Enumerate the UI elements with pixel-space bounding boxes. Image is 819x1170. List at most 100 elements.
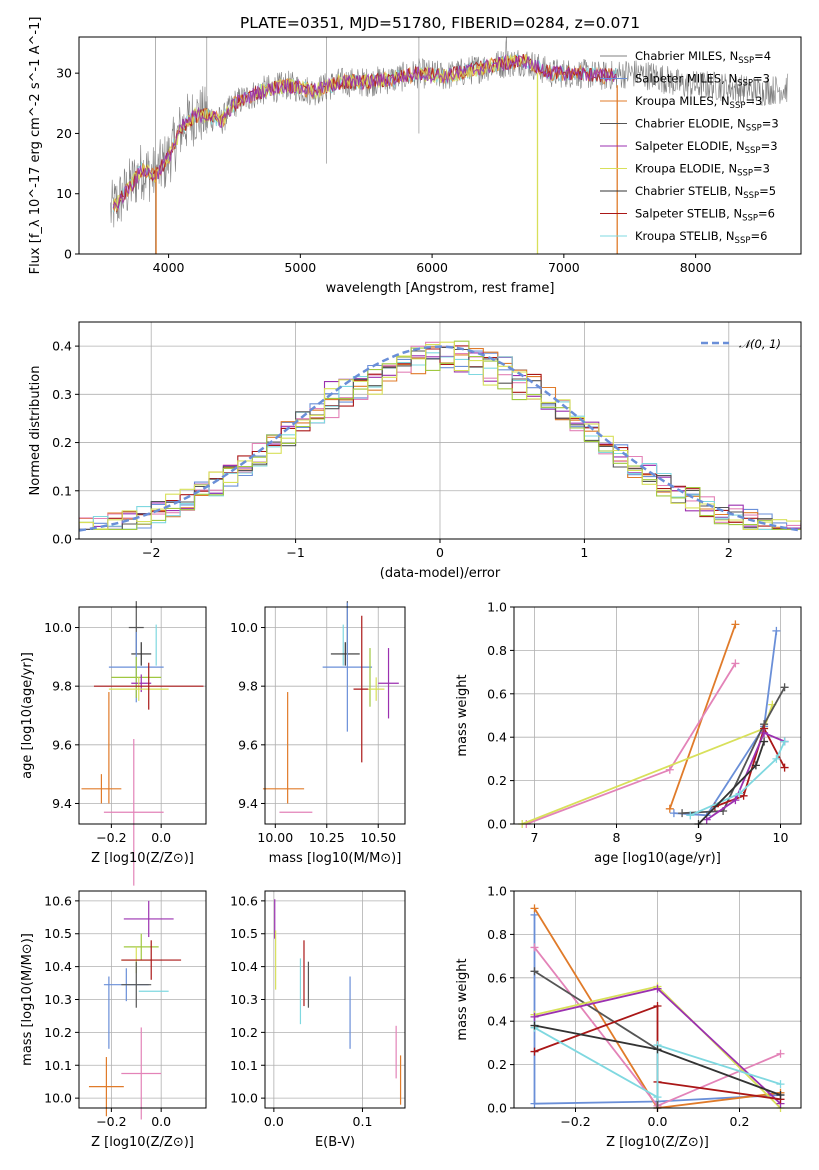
legend-entry: Salpeter ELODIE, NSSP=3 [635,139,778,156]
weight-marker [780,763,789,772]
age-mass-weight-panel: 7 8 9 10 0.0 0.2 0.4 0.6 0.8 1.0 age [log10(age/yr… [455,600,802,866]
y-tick-label: 0.3 [52,387,72,402]
weight-marker [780,737,789,746]
legend-label: Salpeter STELIB, N [635,207,742,221]
figure-title: PLATE=0351, MJD=51780, FIBERID=0284, z=0… [240,14,640,32]
weight-marker [731,620,740,629]
normal-distribution-curve [78,345,802,532]
legend-subscript: SSP [737,79,753,89]
axes-frame [78,606,207,825]
legend-suffix: =3 [753,162,770,176]
weight-line [689,741,786,817]
legend-suffix: =3 [761,139,778,153]
x-tick-label: 0.0 [648,1114,668,1129]
weight-marker [772,754,781,763]
x-tick-label: −0.2 [96,1114,126,1129]
y-tick-label: 0.8 [487,643,507,658]
y-tick-label: 10.0 [44,620,72,635]
weight-marker [530,967,539,976]
y-tick-label: 10.5 [230,926,258,941]
weight-marker [665,765,674,774]
x-tick-label: 10 [773,830,789,845]
x-tick-label: 6000 [416,260,448,275]
weight-marker [776,1080,785,1089]
y-tick-label: 0.4 [487,730,507,745]
weight-marker [731,796,740,805]
y-axis-label: Flux [f_λ 10^-17 erg cm^-2 s^-1 A^-1] [28,17,43,275]
legend-suffix: =4 [754,49,771,63]
x-tick-label: 0.0 [264,1114,284,1129]
legend-entry: Kroupa ELODIE, NSSP=3 [635,162,770,179]
y-tick-label: 9.4 [238,796,258,811]
weight-line [682,686,786,814]
legend-subscript: SSP [730,101,746,111]
weight-line [673,630,778,817]
y-tick-label: 0.2 [487,1057,507,1072]
legend-suffix: =3 [762,117,779,131]
legend-subscript: SSP [745,146,761,156]
y-tick-label: 0 [64,247,72,262]
weight-marker [669,809,678,818]
residual-histogram-step [79,340,801,530]
y-tick-label: 10.0 [44,1091,72,1106]
weight-marker [731,659,740,668]
y-tick-label: 10.5 [44,926,72,941]
weight-marker [760,728,769,737]
legend-subscript: SSP [735,236,751,246]
y-tick-label: 9.8 [238,679,258,694]
legend-subscript: SSP [737,169,753,179]
legend-subscript: SSP [742,214,758,224]
y-tick-label: 0.0 [487,1101,507,1116]
y-tick-label: 0.4 [487,1014,507,1029]
weight-line [534,1026,781,1099]
y-axis-label: mass weight [455,958,470,1040]
y-tick-label: 10.6 [230,893,258,908]
extinction-mass-panel: 0.0 0.1 10.0 10.1 10.2 10.3 10.4 10.5 10.6 E(B-V) [230,890,406,1150]
weight-marker [780,683,789,692]
residual-histogram-panel: 𝒩(0, 1) −2 −1 0 1 2 0.0 0.1 0.2 0.3 0.4 (data-model… [28,321,802,581]
x-tick-label: 7 [531,830,539,845]
model-spectrum-line [112,54,617,211]
weight-marker [530,1047,539,1056]
axes-frame [264,606,406,825]
y-tick-label: 10 [56,186,72,201]
legend-label: Chabrier STELIB, N [635,184,743,198]
y-tick-label: 9.8 [52,679,72,694]
x-axis-label: wavelength [Angstrom, rest frame] [326,281,555,296]
y-axis-label: Normed distribution [28,366,43,496]
legend-entry: Salpeter MILES, NSSP=3 [635,72,770,89]
x-tick-label: 4000 [153,260,185,275]
x-tick-label: −2 [142,545,160,560]
x-axis-label: mass [log10(M/M⊙)] [269,851,402,866]
weight-marker [678,809,687,818]
y-tick-label: 10.0 [230,1091,258,1106]
weight-marker [665,804,674,813]
y-tick-label: 20 [56,126,72,141]
y-tick-label: 0.8 [487,927,507,942]
x-tick-label: 8 [613,830,621,845]
weight-marker [751,761,760,770]
x-tick-label: 0.2 [730,1114,750,1129]
weight-marker [653,1045,662,1054]
y-axis-label: age [log10(age/yr)] [20,652,35,779]
y-tick-label: 9.6 [52,737,72,752]
y-tick-label: 0.4 [52,339,72,354]
legend-entry: Kroupa STELIB, NSSP=6 [635,229,767,246]
y-tick-label: 0.6 [487,686,507,701]
weight-marker [653,1002,662,1011]
x-tick-label: 8000 [680,260,712,275]
y-tick-label: 30 [56,66,72,81]
legend-label: Salpeter MILES, N [635,72,737,86]
x-tick-label: 7000 [548,260,580,275]
weight-marker [760,737,769,746]
legend-label: Kroupa STELIB, N [635,229,735,243]
y-tick-label: 10.3 [44,992,72,1007]
y-tick-label: 10.4 [230,959,258,974]
legend-label: Kroupa ELODIE, N [635,162,737,176]
weight-line [521,704,774,825]
residual-histogram-step [79,341,801,530]
legend-label: Chabrier MILES, N [635,49,738,63]
x-axis-label: (data-model)/error [380,566,501,581]
weight-marker [530,904,539,913]
x-axis-label: Z [log10(Z/Z⊙)] [91,1135,194,1150]
